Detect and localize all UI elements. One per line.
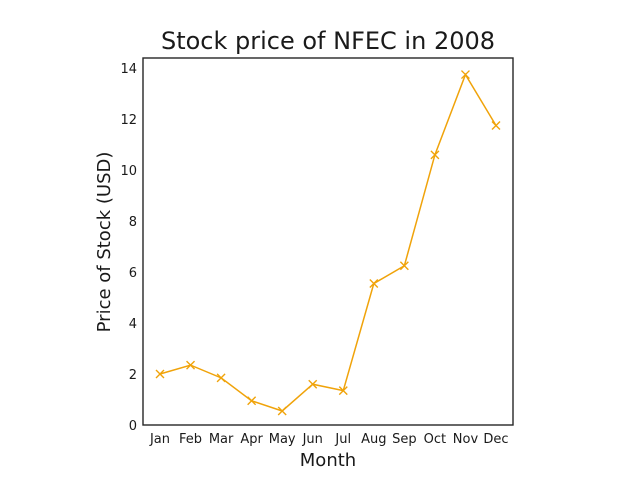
data-point [308, 379, 318, 389]
y-tick-label: 0 [129, 419, 137, 434]
y-axis-label: Price of Stock (USD) [94, 152, 115, 333]
x-tick-label: Nov [453, 432, 479, 447]
y-tick-label: 12 [120, 113, 137, 128]
data-point [277, 406, 287, 416]
x-tick-label: Dec [483, 432, 508, 447]
data-point [338, 386, 348, 396]
x-tick-label: Apr [240, 432, 263, 447]
x-tick-label: May [269, 432, 296, 447]
y-tick-label: 10 [120, 164, 137, 179]
y-tick-label: 14 [120, 62, 137, 77]
y-tick-label: 2 [129, 368, 137, 383]
x-tick-label: Mar [209, 432, 234, 447]
data-point [460, 70, 470, 80]
y-tick-label: 4 [129, 317, 137, 332]
plot-frame [142, 57, 514, 426]
data-point [186, 360, 196, 370]
data-point [491, 121, 501, 131]
chart-title: Stock price of NFEC in 2008 [161, 27, 495, 55]
data-point [399, 261, 409, 271]
series-line [159, 72, 497, 412]
x-tick-label: Sep [392, 432, 417, 447]
x-tick-label: Aug [361, 432, 386, 447]
data-point [216, 373, 226, 383]
data-point [155, 369, 165, 379]
data-point [247, 396, 257, 406]
y-tick-label: 8 [129, 215, 137, 230]
x-axis-label: Month [300, 450, 356, 471]
x-tick-label: Jun [302, 432, 323, 447]
x-tick-label: Jan [149, 432, 170, 447]
x-tick-label: Feb [179, 432, 202, 447]
plot-area: 0 2 4 6 8 10 12 14 Jan Feb Mar Apr May Jun Jul Aug Sep Oc… [120, 57, 514, 447]
x-tick-label: Oct [424, 432, 446, 447]
y-tick-label: 6 [129, 266, 137, 281]
x-tick-label: Jul [334, 432, 351, 447]
data-point [430, 150, 440, 160]
data-point [369, 279, 379, 289]
